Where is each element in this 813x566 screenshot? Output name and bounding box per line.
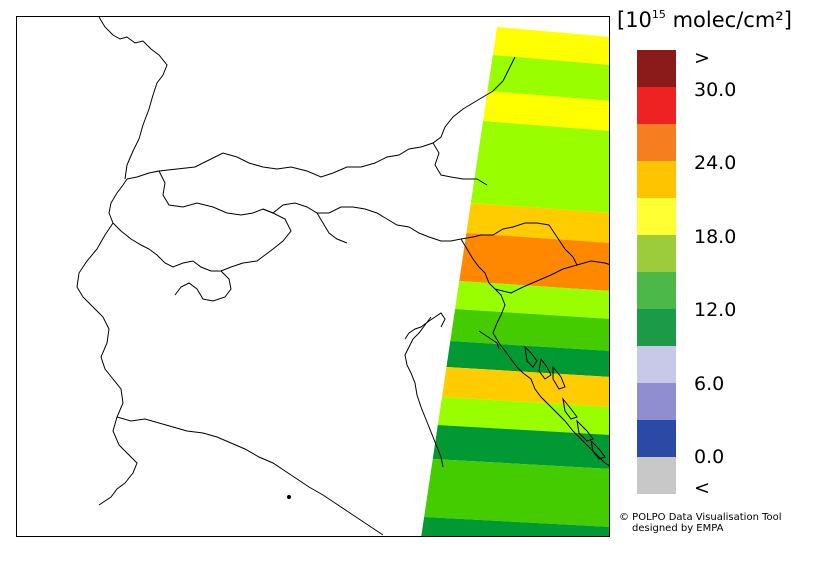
border-apennine	[116, 416, 384, 536]
swath-row	[487, 55, 609, 101]
swath-row	[421, 517, 609, 536]
croatia-islands	[524, 345, 606, 460]
trieste-coast	[478, 330, 500, 350]
swath-row	[432, 425, 609, 469]
coast-marker	[287, 495, 291, 499]
border-france-italy	[76, 222, 138, 506]
colorbar-tick-label: <	[694, 477, 710, 499]
swath-row	[446, 341, 609, 377]
colorbar-unit-label: [1015 molec/cm²]	[617, 8, 792, 32]
colorbar-bin	[637, 383, 676, 420]
map-panel[interactable]	[16, 16, 610, 537]
border-slovenia-croatia	[494, 260, 609, 294]
colorbar-tick-label: 12.0	[694, 299, 737, 321]
colorbar-tick-label: 30.0	[694, 79, 737, 101]
border-austria-czech	[432, 142, 488, 186]
map-canvas	[76, 17, 609, 536]
coastline-adriatic-east	[492, 322, 609, 467]
coastline-italy-adriatic	[404, 316, 444, 468]
swath-row	[455, 281, 609, 319]
colorbar-tick-label: >	[694, 47, 710, 69]
swath-row	[424, 459, 609, 527]
colorbar-bin	[637, 235, 676, 272]
colorbar-tick-label: 6.0	[694, 373, 725, 395]
colorbar-bin	[637, 87, 676, 124]
border-tyrol	[316, 212, 348, 244]
border-slovenia-hungary	[548, 224, 578, 266]
colorbar-bin	[637, 198, 676, 235]
border-austria-italy	[262, 202, 550, 242]
swath-row	[459, 233, 609, 291]
border-italy-slovenia	[460, 238, 506, 324]
colorbar-bin	[637, 309, 676, 346]
satellite-swath	[421, 27, 609, 536]
swath-row	[470, 121, 609, 213]
colorbar-bin	[637, 346, 676, 383]
colorbar-bin	[637, 272, 676, 309]
colorbar-tick-label: 24.0	[694, 152, 737, 174]
colorbar-bin	[637, 124, 676, 161]
swath-row	[450, 309, 609, 351]
country-borders	[76, 17, 609, 536]
colorbar-bin	[637, 161, 676, 198]
colorbar-tick-label: 18.0	[694, 226, 737, 248]
colorbar-tick-label: 0.0	[694, 446, 725, 468]
credit-line-2: designed by EMPA	[632, 523, 724, 534]
colorbar-bin	[637, 50, 676, 87]
swath-row	[441, 367, 609, 407]
venice-lagoon	[404, 312, 446, 340]
swath-row	[483, 91, 609, 131]
swath-row	[492, 27, 609, 65]
border-germany-austria	[158, 56, 516, 178]
border-switzerland	[108, 170, 292, 272]
border-italy-switzerland	[174, 270, 232, 302]
credit-line-1: © POLPO Data Visualisation Tool	[619, 512, 782, 523]
colorbar-bin	[637, 457, 676, 494]
border-france-germany	[98, 17, 168, 180]
swath-row	[437, 397, 609, 435]
colorbar-bin	[637, 420, 676, 457]
